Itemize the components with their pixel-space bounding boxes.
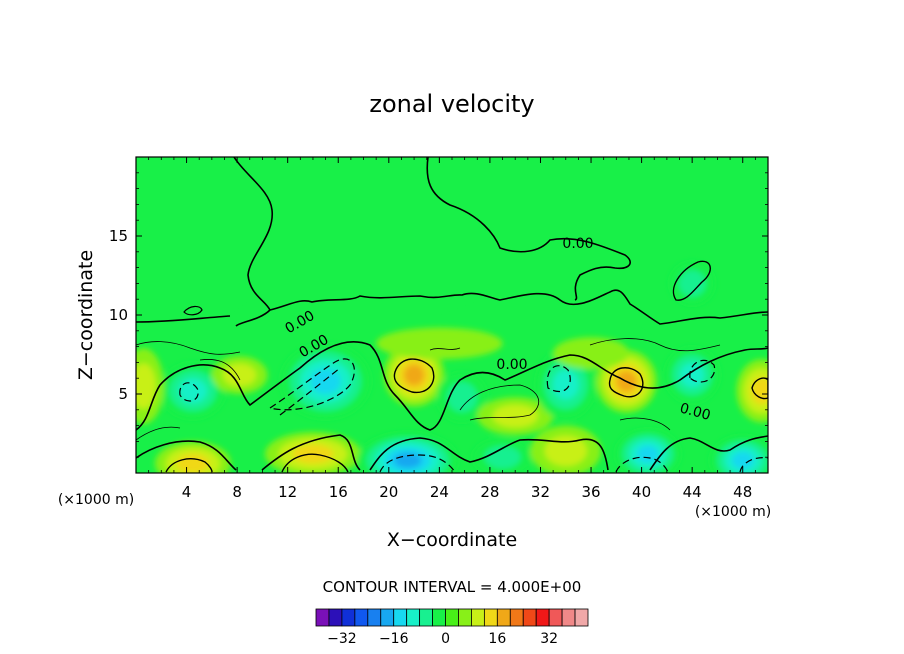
x-tick-label: 16	[329, 483, 348, 501]
anomaly-blob	[176, 454, 210, 473]
positive-contour-4	[165, 458, 213, 473]
anomaly-blob	[393, 452, 422, 469]
negative-contour	[268, 358, 355, 411]
y-tick-label: 5	[118, 385, 128, 403]
thin-contour	[136, 338, 721, 441]
positive-contour	[393, 358, 435, 394]
colorbar-swatch	[380, 608, 395, 627]
x-tick-label: 32	[531, 483, 550, 501]
y-tick-label: 15	[109, 227, 128, 245]
colorbar-swatch	[548, 608, 563, 627]
x-tick-label: 12	[278, 483, 297, 501]
anomaly-blob	[310, 368, 341, 394]
colorbar-swatch	[406, 608, 421, 627]
colorbar-tick-label: 32	[540, 631, 558, 647]
x-unit-right: (×1000 m)	[695, 504, 771, 520]
small-contour	[183, 305, 203, 316]
contour-label: 0.00	[678, 400, 712, 424]
negative-contour-5	[689, 359, 716, 383]
upper-region	[136, 157, 768, 340]
anomaly-blob	[403, 364, 425, 386]
x-axis-label: X−coordinate	[387, 529, 517, 551]
colorbar-tick-label: −32	[327, 631, 357, 647]
anomaly-blob	[636, 445, 659, 463]
colorbar-swatch	[315, 608, 330, 627]
contour-label: 0.00	[496, 357, 527, 373]
colorbar-swatch	[328, 608, 343, 627]
zero-contour-bottom	[136, 434, 768, 471]
colorbar-swatch	[561, 608, 576, 627]
negative-contour-8	[739, 457, 768, 473]
anomaly-blob	[552, 369, 579, 400]
negative-contour-7	[615, 456, 669, 473]
x-tick-label: 8	[232, 483, 242, 501]
colorbar-swatch	[535, 608, 550, 627]
anomaly-blob	[731, 451, 754, 469]
negative-contour-6	[379, 454, 456, 473]
colorbar-swatch	[419, 608, 433, 627]
anomaly-blob	[178, 378, 207, 404]
x-tick-label: 36	[581, 483, 600, 501]
x-tick-label: 24	[430, 483, 449, 501]
positive-contour-2	[608, 367, 644, 398]
colorbar-swatch	[445, 608, 459, 627]
colorbar-tick-label: −16	[379, 631, 409, 647]
positive-contour-5	[281, 453, 349, 473]
positive-closed-contour	[672, 260, 711, 301]
colorbar-tick-label: 0	[441, 631, 450, 647]
chart-title: zonal velocity	[369, 90, 534, 118]
anomaly-blob	[492, 404, 538, 428]
contour-interval-text: CONTOUR INTERVAL = 4.000E+00	[323, 578, 582, 596]
colorbar-swatch	[509, 608, 524, 627]
colorbar-swatch	[341, 608, 356, 627]
y-tick-label: 10	[109, 306, 128, 324]
anomaly-blob	[136, 363, 156, 409]
anomaly-blob	[376, 327, 503, 360]
x-unit-left: (×1000 m)	[58, 492, 134, 508]
colorbar-swatch	[574, 608, 589, 627]
x-tick-label: 48	[733, 483, 752, 501]
y-axis-label: Z−coordinate	[75, 250, 97, 380]
x-tick-label: 40	[632, 483, 651, 501]
anomaly-layer	[136, 261, 768, 473]
contour-label: 0.00	[562, 236, 593, 252]
colorbar-tick-label: 16	[488, 631, 506, 647]
colorbar-swatch	[522, 608, 537, 627]
anomaly-blob	[553, 337, 629, 369]
anomaly-blob	[446, 381, 478, 413]
negative-contour-3	[179, 382, 199, 402]
negative-contour-4	[546, 365, 571, 393]
plot-area	[136, 157, 768, 473]
colorbar-swatch	[483, 608, 498, 627]
x-tick-label: 28	[480, 483, 499, 501]
x-tick-label: 44	[683, 483, 702, 501]
colorbar-swatch	[367, 608, 382, 627]
colorbar-swatch	[496, 608, 511, 627]
anomaly-blob	[750, 377, 768, 405]
x-tick-label: 20	[379, 483, 398, 501]
colorbar-swatch	[432, 608, 446, 627]
colorbar-swatch	[471, 608, 485, 627]
anomaly-blob	[222, 363, 257, 387]
colorbar-swatch	[354, 608, 369, 627]
anomaly-blob	[680, 362, 705, 388]
negative-contour-2	[279, 367, 341, 416]
anomaly-blob	[678, 270, 706, 297]
zero-contour-lower	[136, 341, 768, 431]
colorbar-swatch	[458, 608, 472, 627]
colorbar-swatch	[393, 608, 408, 627]
zero-contour-ridge	[426, 157, 631, 301]
zero-contour-upper	[136, 157, 768, 327]
colorbar: −32 −16 0 16 32	[315, 608, 589, 647]
anomaly-blob	[544, 435, 587, 467]
anomaly-blob	[484, 445, 521, 469]
x-tick-label: 4	[182, 483, 192, 501]
positive-contour-3	[751, 377, 768, 400]
